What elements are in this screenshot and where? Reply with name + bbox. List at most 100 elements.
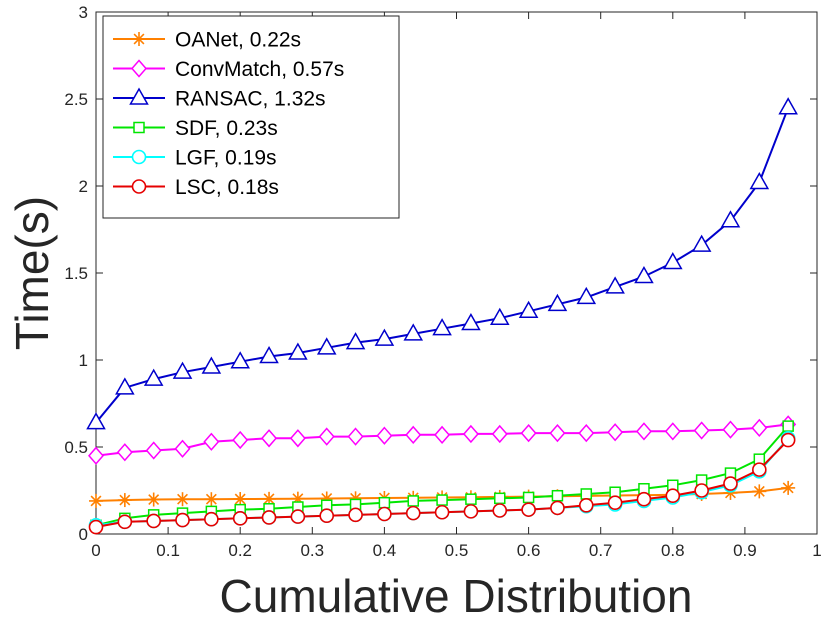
data-point — [143, 368, 164, 386]
data-point — [489, 307, 510, 325]
data-point — [289, 429, 306, 448]
data-point — [89, 493, 103, 508]
data-point — [117, 514, 133, 530]
legend-item: LSC, 0.18s — [113, 176, 279, 199]
data-point — [347, 427, 364, 446]
data-point — [290, 509, 306, 524]
data-point — [549, 423, 566, 443]
data-point — [403, 323, 424, 341]
legend-marker — [129, 87, 149, 105]
data-point — [521, 502, 536, 517]
axes: 0 0.1 0.2 0.3 0.4 0.5 0.6 0.7 0.8 0.9 1 0 0.5 1 1.5 2 2.… — [64, 3, 821, 560]
data-point — [723, 476, 738, 491]
data-point — [378, 496, 391, 509]
data-point — [436, 494, 448, 506]
series-layer — [86, 97, 798, 535]
data-point — [204, 492, 219, 507]
x-tick-label: 0.5 — [445, 541, 469, 560]
legend-marker — [131, 149, 147, 165]
y-tick-label: 0 — [79, 525, 88, 544]
data-point — [752, 462, 767, 477]
data-point — [146, 513, 161, 529]
data-point — [345, 332, 366, 350]
legend-item: LGF, 0.19s — [113, 147, 277, 170]
data-point — [88, 519, 104, 535]
legend: OANet, 0.22s ConvMatch, 0.57s RANSAC, 1.32… — [102, 15, 400, 219]
legend-box — [102, 15, 400, 219]
data-point — [693, 421, 710, 440]
data-point — [261, 429, 278, 448]
x-tick-label: 0.8 — [661, 541, 685, 560]
legend-label: SDF, 0.23s — [175, 117, 278, 140]
data-point — [465, 493, 477, 505]
data-point — [491, 424, 508, 444]
data-point — [259, 345, 279, 364]
data-point — [288, 342, 308, 360]
y-tick-label: 3 — [79, 3, 88, 22]
x-tick-label: 0.1 — [156, 541, 180, 560]
x-tick-label: 0.4 — [373, 541, 397, 560]
data-point — [316, 337, 337, 355]
x-tick-label: 0.6 — [517, 541, 541, 560]
legend-label: LSC, 0.18s — [175, 176, 279, 199]
data-point — [175, 512, 190, 528]
data-point — [407, 495, 419, 507]
data-point — [636, 491, 652, 507]
data-point — [115, 377, 135, 395]
data-point — [377, 506, 392, 522]
data-point — [694, 483, 709, 498]
data-point — [578, 497, 594, 513]
data-point — [374, 328, 395, 346]
x-axis-title: Cumulative Distribution — [220, 570, 693, 622]
data-point — [116, 443, 133, 462]
data-point — [492, 503, 508, 518]
data-point — [749, 171, 770, 190]
data-point — [432, 318, 452, 336]
x-tick-label: 1 — [812, 541, 821, 560]
data-point — [522, 491, 535, 504]
data-point — [145, 441, 162, 460]
data-point — [576, 286, 597, 305]
legend-label: ConvMatch, 0.57s — [175, 58, 344, 81]
data-point — [752, 484, 767, 499]
data-point — [203, 432, 220, 451]
data-point — [461, 312, 481, 331]
data-point — [634, 265, 654, 284]
series-1 — [88, 415, 797, 465]
data-point — [348, 507, 363, 523]
data-point — [462, 424, 479, 444]
data-point — [232, 430, 249, 450]
data-point — [580, 488, 593, 500]
data-point — [780, 432, 796, 448]
x-tick-label: 0.2 — [228, 541, 252, 560]
x-tick-label: 0 — [91, 541, 100, 560]
data-point — [175, 492, 190, 507]
legend-marker — [131, 59, 147, 78]
data-point — [778, 97, 798, 115]
data-point — [318, 427, 335, 446]
series-2 — [86, 97, 798, 430]
x-tick-label: 0.7 — [589, 541, 613, 560]
legend-item: SDF, 0.23s — [113, 117, 278, 140]
data-point — [722, 420, 739, 439]
data-point — [751, 418, 768, 437]
series-5 — [88, 432, 796, 535]
data-point — [86, 412, 106, 430]
data-point — [782, 420, 794, 432]
data-point — [201, 356, 222, 374]
x-tick-label: 0.3 — [300, 541, 324, 560]
data-point — [578, 423, 595, 443]
data-point — [174, 439, 191, 458]
y-tick-label: 1.5 — [64, 264, 88, 283]
data-point — [550, 500, 565, 516]
legend-item: OANet, 0.22s — [113, 29, 301, 52]
data-point — [204, 511, 219, 527]
y-axis-title: Time(s) — [6, 196, 58, 350]
data-point — [434, 504, 450, 520]
legend-label: LGF, 0.19s — [175, 147, 277, 170]
data-point — [146, 492, 161, 507]
legend-item: ConvMatch, 0.57s — [113, 58, 344, 81]
data-point — [88, 446, 104, 465]
legend-label: RANSAC, 1.32s — [175, 88, 326, 111]
